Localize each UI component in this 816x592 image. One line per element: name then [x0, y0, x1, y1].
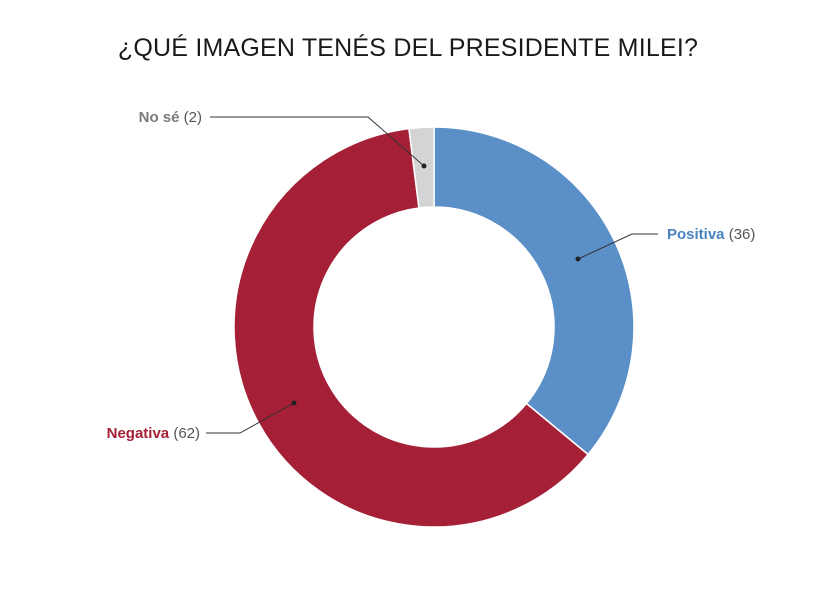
label-name-negativa: Negativa — [107, 425, 170, 442]
slice-negativa — [233, 127, 590, 528]
label-value-positiva: (36) — [725, 226, 756, 243]
label-value-negativa: (62) — [169, 425, 200, 442]
data-label-positiva: Positiva (36) — [667, 226, 755, 243]
leader-dot-negativa — [291, 400, 297, 406]
leader-dot-no-se — [421, 163, 427, 169]
label-name-no-se: No sé — [139, 109, 180, 126]
slice-positiva — [433, 126, 635, 456]
leader-line-no-se — [210, 116, 425, 167]
slice-no-se — [408, 126, 435, 209]
leader-line-negativa — [206, 402, 295, 434]
label-value-no-se: (2) — [180, 109, 203, 126]
chart-title: ¿QUÉ IMAGEN TENÉS DEL PRESIDENTE MILEI? — [117, 34, 699, 62]
label-name-positiva: Positiva — [667, 226, 725, 243]
data-label-negativa: Negativa (62) — [107, 425, 200, 442]
data-label-no-se: No sé (2) — [139, 109, 202, 126]
leader-dot-positiva — [575, 256, 581, 262]
leader-line-positiva — [577, 233, 658, 260]
